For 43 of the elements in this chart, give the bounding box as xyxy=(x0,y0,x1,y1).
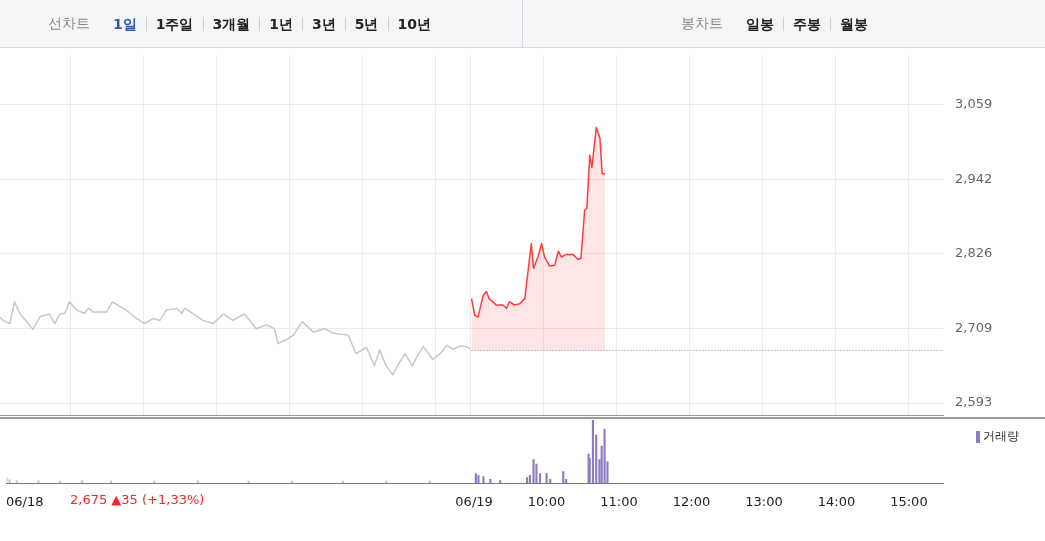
bar xyxy=(499,480,502,483)
bar xyxy=(545,473,548,483)
text: 선차트 xyxy=(48,14,90,33)
x-tick-label: 15:00 xyxy=(890,494,928,510)
text: 주봉 xyxy=(783,15,830,32)
text: 일봉 xyxy=(745,15,775,32)
bar xyxy=(153,480,156,483)
text: 3년 xyxy=(302,15,345,32)
text: 월봉 xyxy=(830,15,877,32)
bar xyxy=(477,475,480,483)
text: 1일 xyxy=(112,15,138,32)
x-tick-label: 10:00 xyxy=(527,494,566,510)
bar xyxy=(80,480,84,483)
text: 1주일 xyxy=(145,15,203,32)
bar xyxy=(474,473,477,483)
x-tick-label: 11:00 xyxy=(600,494,638,510)
x-tick-label: 06/19 xyxy=(455,494,493,510)
x-tick-label: 12:00 xyxy=(672,494,711,510)
y-tick-label: 2,826 xyxy=(955,245,993,261)
x-tick-label: 06/18 xyxy=(6,494,44,510)
bar xyxy=(591,420,595,483)
text: 3개월 xyxy=(202,15,260,32)
text: 2,675 ▲35 (+1,33%) xyxy=(70,492,205,507)
bar xyxy=(532,459,535,483)
text: 5년 xyxy=(344,15,388,32)
y-tick-label: 3,059 xyxy=(955,95,993,111)
x-tick-label: 14:00 xyxy=(817,494,856,510)
y-tick-label: 2,593 xyxy=(955,394,993,410)
bar xyxy=(525,477,529,483)
bar xyxy=(37,480,40,483)
y-tick-label: 2,942 xyxy=(955,170,993,186)
text: 10년 xyxy=(387,15,440,32)
text: 1년 xyxy=(259,15,302,32)
bar xyxy=(15,480,18,483)
bar xyxy=(562,471,565,483)
bar xyxy=(196,480,199,483)
bar xyxy=(535,463,538,483)
legend-label: 거래량 xyxy=(983,428,1019,445)
bar xyxy=(603,429,606,483)
y-tick-label: 2,709 xyxy=(955,320,993,336)
x-tick-label: 13:00 xyxy=(745,494,783,510)
text: 봉차트 xyxy=(681,14,723,33)
bar xyxy=(482,476,485,483)
